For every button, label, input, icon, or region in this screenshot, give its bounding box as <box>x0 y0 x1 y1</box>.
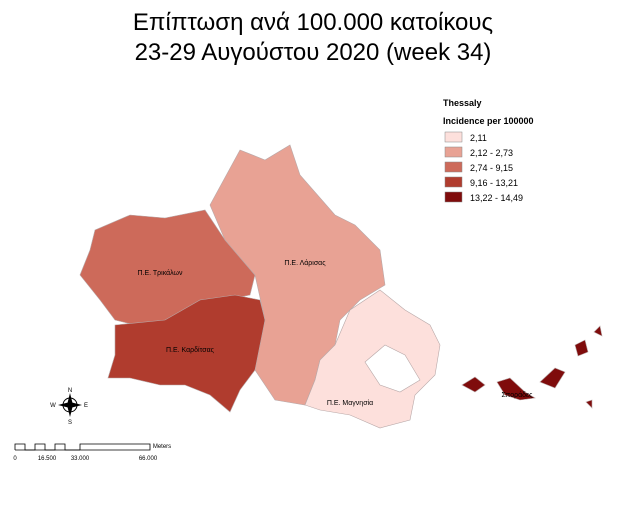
island <box>585 399 593 409</box>
island <box>574 339 589 357</box>
legend-swatch <box>444 146 463 158</box>
region-label: Π.Ε. Λάρισας <box>284 259 326 267</box>
scale-label: 16.500 <box>38 456 57 462</box>
legend-label: 13,22 - 14,49 <box>470 193 523 203</box>
scale-unit: Meters <box>153 444 171 450</box>
islands <box>461 325 603 409</box>
region <box>209 144 386 406</box>
legend-swatch <box>444 176 463 188</box>
region-label: Π.Ε. Τρικάλων <box>137 269 183 277</box>
gulf <box>364 344 421 393</box>
island <box>461 376 486 393</box>
island <box>496 377 536 401</box>
title-line: 23-29 Αυγούστου 2020 (week 34) <box>135 39 492 66</box>
legend-region: Thessaly <box>443 98 482 108</box>
legend-swatch <box>444 161 463 173</box>
legend-label: 2,74 - 9,15 <box>470 163 513 173</box>
region <box>107 294 266 413</box>
legend-label: 2,12 - 2,73 <box>470 148 513 158</box>
legend: 2,11 2,12 - 2,73 2,74 - 9,15 9,16 - 13,21 13… <box>444 131 523 203</box>
scale-label: 66.000 <box>139 456 158 462</box>
legend-swatch <box>444 131 463 143</box>
legend-title: Incidence per 100000 <box>443 116 534 126</box>
compass: N S E W <box>50 388 88 426</box>
island <box>539 367 566 389</box>
compass-letter: N <box>68 388 72 394</box>
region-label: Π.Ε. Μαγνησία <box>327 399 373 407</box>
compass-letter: W <box>50 403 56 409</box>
scale-label: 33.000 <box>71 456 90 462</box>
scale-label: 0 <box>13 456 17 462</box>
legend-label: 9,16 - 13,21 <box>470 178 518 188</box>
legend-label: 2,11 <box>470 133 487 143</box>
compass-letter: E <box>84 403 88 409</box>
island <box>593 325 603 337</box>
title-line: Επίπτωση ανά 100.000 κατοίκους <box>133 9 493 36</box>
region-label: Σποράδες <box>501 391 533 399</box>
region-label: Π.Ε. Καρδίτσας <box>166 346 215 354</box>
legend-swatch <box>444 191 463 203</box>
scale-bar <box>14 443 151 451</box>
compass-letter: S <box>68 420 72 426</box>
